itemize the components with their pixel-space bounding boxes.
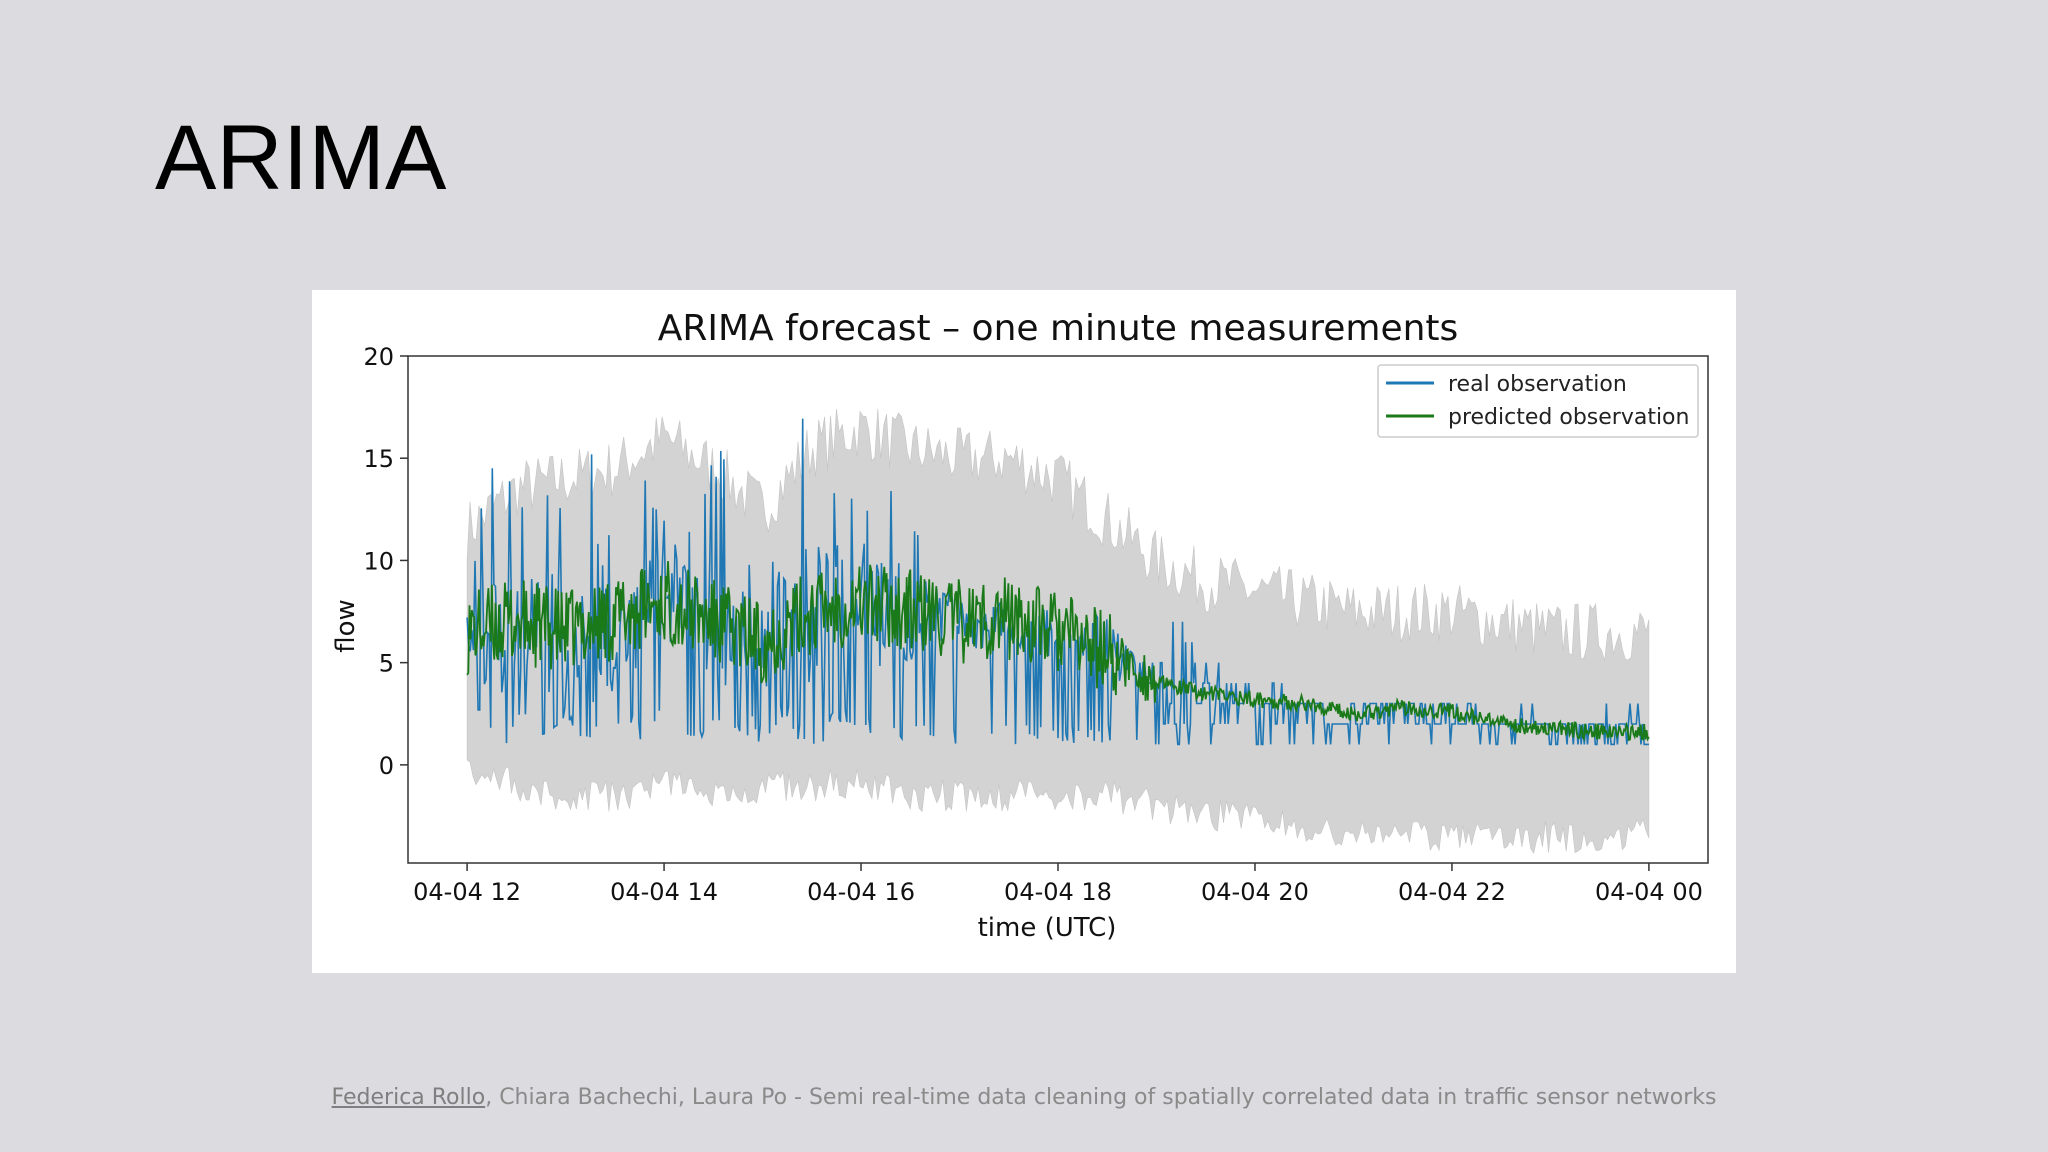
chart-title: ARIMA forecast – one minute measurements bbox=[658, 308, 1459, 349]
series-real-observation bbox=[466, 418, 1649, 746]
y-tick-label: 20 bbox=[363, 343, 394, 371]
legend-box bbox=[1377, 364, 1699, 438]
footer-citation: , Chiara Bachechi, Laura Po - Semi real-… bbox=[485, 1085, 1717, 1110]
legend-label-predicted: predicted observation bbox=[1448, 405, 1689, 430]
series-layer bbox=[466, 418, 1650, 746]
legend: real observation predicted observation bbox=[1377, 364, 1699, 438]
y-tick-label: 10 bbox=[363, 547, 394, 575]
x-axis-ticks: 04-04 12 04-04 14 04-04 16 04-04 18 04-04 20… bbox=[413, 863, 1703, 906]
series-predicted-observation bbox=[466, 561, 1650, 742]
slide-footer: Federica Rollo, Chiara Bachechi, Laura P… bbox=[0, 1085, 2048, 1110]
x-tick-label: 04-04 20 bbox=[1201, 878, 1309, 906]
x-tick-label: 04-04 16 bbox=[807, 878, 915, 906]
x-tick-label: 04-04 18 bbox=[1004, 878, 1112, 906]
y-tick-label: 15 bbox=[363, 445, 394, 473]
slide-title: ARIMA bbox=[155, 107, 447, 209]
arima-chart: ARIMA forecast – one minute measurements… bbox=[331, 308, 1709, 943]
y-axis-label: flow bbox=[331, 599, 361, 653]
x-tick-label: 04-04 14 bbox=[610, 878, 718, 906]
x-tick-label: 04-04 00 bbox=[1595, 878, 1703, 906]
author-link[interactable]: Federica Rollo bbox=[331, 1085, 486, 1110]
chart-figure: ARIMA forecast – one minute measurements… bbox=[312, 290, 1736, 973]
x-axis-label: time (UTC) bbox=[978, 913, 1117, 943]
y-tick-label: 5 bbox=[379, 650, 394, 678]
y-tick-label: 0 bbox=[379, 752, 394, 780]
y-axis-ticks: 20 15 10 5 0 bbox=[363, 343, 408, 780]
legend-label-real: real observation bbox=[1448, 372, 1627, 397]
x-tick-label: 04-04 22 bbox=[1398, 878, 1506, 906]
x-tick-label: 04-04 12 bbox=[413, 878, 521, 906]
